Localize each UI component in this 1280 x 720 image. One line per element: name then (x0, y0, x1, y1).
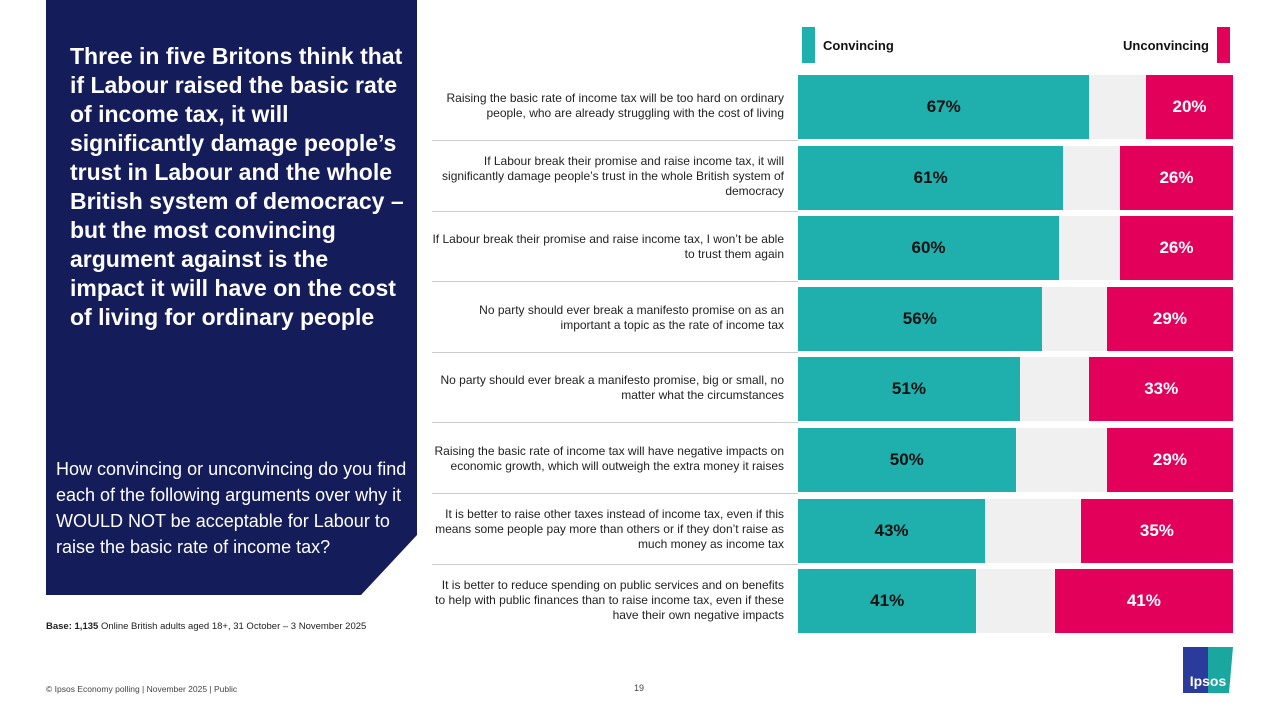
bar-track: 43% 35% (798, 498, 1233, 563)
bar-convincing: 56% (798, 286, 1042, 351)
category-label: If Labour break their promise and raise … (432, 142, 784, 212)
question-text: How convincing or unconvincing do you fi… (56, 459, 407, 557)
bar-track: 50% 29% (798, 428, 1233, 492)
category-label: It is better to reduce spending on publi… (432, 565, 784, 635)
bar-convincing: 60% (798, 216, 1059, 281)
data-label: 29% (1152, 450, 1187, 469)
bar-convincing: 67% (798, 75, 1090, 139)
legend-label: Unconvincing (1123, 37, 1209, 53)
bar-convincing: 43% (798, 498, 986, 563)
chart-row: No party should ever break a manifesto p… (432, 283, 1234, 353)
base-note: Base: 1,135 Online British adults aged 1… (46, 621, 366, 632)
bar-convincing: 50% (798, 428, 1016, 492)
chart-row: If Labour break their promise and raise … (432, 142, 1234, 212)
data-label: 20% (1172, 97, 1207, 116)
bar-unconvincing: 41% (1054, 569, 1233, 634)
data-label: 67% (926, 97, 961, 116)
chart-row: It is better to raise other taxes instea… (432, 495, 1234, 565)
category-label-text: Raising the basic rate of income tax wil… (446, 91, 784, 120)
chart-row: Raising the basic rate of income tax wil… (432, 71, 1234, 141)
data-label: 41% (1126, 591, 1161, 611)
bar-unconvincing: 26% (1119, 216, 1233, 281)
data-label: 50% (889, 450, 924, 469)
data-label: 41% (870, 591, 905, 611)
data-label: 26% (1159, 238, 1194, 258)
chart-row: No party should ever break a manifesto p… (432, 353, 1234, 424)
category-label-text: If Labour break their promise and raise … (432, 232, 784, 262)
bar-convincing: 51% (798, 357, 1020, 422)
bar-unconvincing: 20% (1146, 75, 1233, 139)
data-label: 26% (1159, 167, 1194, 187)
data-label: 51% (891, 379, 926, 399)
category-label-text: It is better to reduce spending on publi… (435, 577, 784, 622)
chart-row: If Labour break their promise and raise … (432, 212, 1234, 283)
data-label: 33% (1144, 379, 1179, 399)
legend-label: Convincing (823, 37, 894, 53)
category-label: If Labour break their promise and raise … (432, 212, 784, 282)
category-label-text: Raising the basic rate of income tax wil… (434, 444, 784, 473)
category-label: No party should ever break a manifesto p… (432, 353, 785, 423)
legend-swatch-convincing (802, 27, 815, 63)
base-label: Base: (46, 621, 72, 632)
chart-row: It is better to reduce spending on publi… (432, 565, 1234, 635)
category-label-text: No party should ever break a manifesto p… (479, 302, 784, 332)
chart-row: Raising the basic rate of income tax wil… (432, 424, 1234, 494)
data-label: 43% (874, 520, 909, 540)
bar-track: 41% 41% (798, 569, 1233, 634)
row-divider (432, 140, 798, 141)
category-label: Raising the basic rate of income tax wil… (432, 71, 784, 141)
bar-convincing: 61% (798, 145, 1064, 210)
bar-track: 60% 26% (798, 216, 1233, 281)
data-label: 60% (911, 238, 946, 258)
row-divider (432, 281, 798, 283)
bar-track: 56% 29% (798, 286, 1233, 351)
bar-track: 51% 33% (798, 357, 1233, 422)
logo-text: Ipsos (1189, 673, 1227, 689)
row-divider (432, 563, 798, 565)
footer: © Ipsos Economy polling | November 2025 … (46, 684, 238, 694)
data-label: 56% (902, 308, 937, 328)
category-label-text: No party should ever break a manifesto p… (440, 373, 785, 403)
row-divider (432, 210, 798, 212)
category-label: No party should ever break a manifesto p… (432, 283, 784, 353)
category-label-text: It is better to raise other taxes instea… (435, 507, 784, 552)
bar-unconvincing: 35% (1080, 498, 1233, 563)
bar-unconvincing: 26% (1119, 145, 1233, 210)
row-divider (432, 422, 798, 424)
data-label: 35% (1139, 520, 1174, 540)
category-label: Raising the basic rate of income tax wil… (432, 424, 784, 494)
ipsos-logo: Ipsos (1183, 647, 1233, 693)
data-label: 29% (1152, 308, 1187, 328)
row-divider (432, 493, 798, 494)
page-number: 19 (634, 683, 645, 693)
bar-track: 67% 20% (798, 75, 1233, 139)
data-label: 61% (913, 167, 948, 187)
bar-unconvincing: 29% (1106, 428, 1233, 492)
base-n: 1,135 (74, 621, 99, 632)
legend-convincing: Convincing (802, 27, 894, 63)
legend-unconvincing: Unconvincing (1123, 27, 1230, 63)
row-divider (432, 351, 798, 353)
bar-convincing: 41% (798, 569, 977, 634)
bar-track: 61% 26% (798, 145, 1233, 210)
bar-unconvincing: 29% (1106, 286, 1233, 351)
bar-unconvincing: 33% (1089, 357, 1233, 422)
base-text: Online British adults aged 18+, 31 Octob… (100, 621, 367, 632)
headline: Three in five Britons think that if Labo… (70, 43, 404, 330)
category-label-text: If Labour break their promise and raise … (442, 154, 784, 199)
legend-swatch-unconvincing (1217, 27, 1230, 63)
headline-panel (46, 0, 417, 595)
category-label: It is better to raise other taxes instea… (432, 495, 784, 565)
